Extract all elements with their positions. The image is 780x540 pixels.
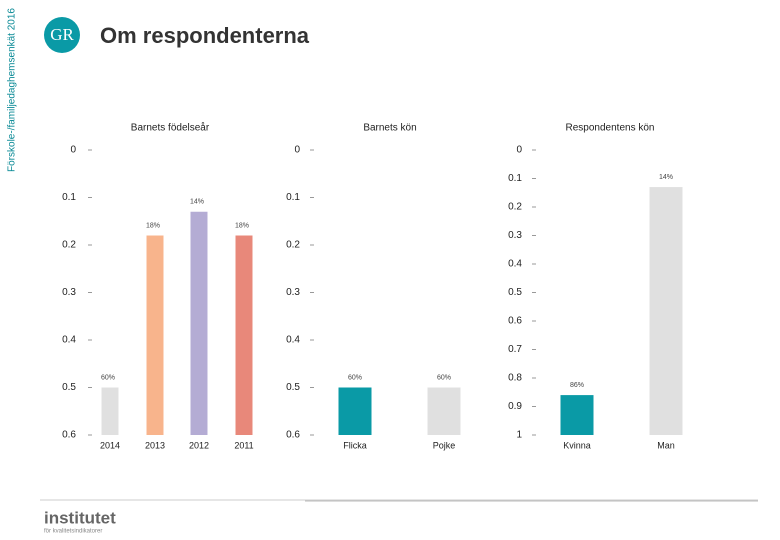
y-tick-label: 1 <box>516 430 522 441</box>
logo-circle <box>44 17 80 53</box>
y-tick-label: 0.4 <box>286 335 300 346</box>
y-tick-label: 0.6 <box>286 430 300 441</box>
y-tick-label: 0 <box>294 145 300 156</box>
x-tick-label: Man <box>657 440 675 450</box>
y-tick-label: 0.5 <box>508 287 522 298</box>
y-tick-label: 0.6 <box>508 316 522 327</box>
y-tick-label: 0.2 <box>62 240 76 251</box>
y-tick-label: 0.7 <box>508 344 522 355</box>
y-tick-label: 0.5 <box>62 382 76 393</box>
x-tick-label: 2012 <box>189 440 209 450</box>
y-tick-label: 0.4 <box>62 335 76 346</box>
chart-title: Barnets kön <box>363 123 416 134</box>
chart-title: Respondentens kön <box>566 123 655 134</box>
x-tick-label: 2013 <box>145 440 165 450</box>
bar-annotation: 60% <box>348 374 362 381</box>
x-tick-label: 2014 <box>100 440 120 450</box>
footer-brand: institutet <box>44 508 116 527</box>
footer-tagline: för kvalitetsindikatorer <box>44 529 102 535</box>
y-tick-label: 0.2 <box>508 202 522 213</box>
bar-annotation: 60% <box>101 374 115 381</box>
bar <box>101 387 119 435</box>
y-tick-label: 0 <box>70 145 76 156</box>
bar <box>649 187 683 435</box>
y-tick-label: 0.8 <box>508 373 522 384</box>
y-tick-label: 0.5 <box>286 382 300 393</box>
y-tick-label: 0.3 <box>62 287 76 298</box>
y-tick-label: 0 <box>516 145 522 156</box>
y-tick-label: 0.1 <box>508 173 522 184</box>
bar-annotation: 18% <box>146 222 160 229</box>
y-tick-label: 0.4 <box>508 259 522 270</box>
bar-annotation: 14% <box>659 174 673 181</box>
y-tick-label: 0.6 <box>62 430 76 441</box>
bar <box>190 211 208 435</box>
y-tick-label: 0.3 <box>508 230 522 241</box>
bar-annotation: 18% <box>235 222 249 229</box>
y-tick-label: 0.1 <box>286 192 300 203</box>
x-tick-label: 2011 <box>234 440 253 450</box>
bar-annotation: 14% <box>190 199 204 206</box>
x-tick-label: Flicka <box>343 440 367 450</box>
y-tick-label: 0.9 <box>508 401 522 412</box>
chart-title: Barnets födelseår <box>131 122 210 134</box>
bar-annotation: 60% <box>437 374 451 381</box>
y-tick-label: 0.3 <box>286 287 300 298</box>
bar <box>427 387 461 435</box>
x-tick-label: Kvinna <box>563 440 591 450</box>
logo: GR <box>50 25 74 44</box>
title: Om respondenterna <box>100 23 310 48</box>
side-text: Förskole-/familjedaghemsenkät 2016 <box>7 8 18 172</box>
y-tick-label: 0.1 <box>62 192 76 203</box>
bar-annotation: 86% <box>570 382 584 389</box>
x-tick-label: Pojke <box>433 440 456 450</box>
bar <box>560 395 594 435</box>
bar <box>235 235 253 435</box>
bar <box>338 387 372 435</box>
bar <box>146 235 164 435</box>
y-tick-label: 0.2 <box>286 240 300 251</box>
